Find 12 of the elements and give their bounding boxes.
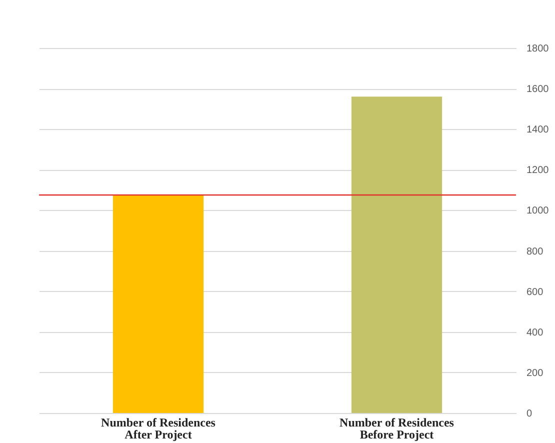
- y-tick-label: 200: [526, 368, 544, 379]
- y-tick-label: 400: [526, 327, 544, 338]
- y-tick-label: 1200: [526, 165, 550, 176]
- y-tick-label: 800: [526, 246, 544, 258]
- x-tick-label: Number of Residences After Project: [101, 416, 216, 442]
- x-tick-label: Number of Residences Before Project: [340, 416, 454, 442]
- y-tick-label: 1000: [526, 206, 550, 217]
- y-tick-label: 600: [526, 286, 544, 298]
- y-tick-label: 1600: [526, 84, 550, 96]
- y-tick-label: 0: [526, 408, 532, 420]
- y-tick-label: 1400: [526, 124, 550, 136]
- y-tick-label: 1800: [526, 44, 550, 54]
